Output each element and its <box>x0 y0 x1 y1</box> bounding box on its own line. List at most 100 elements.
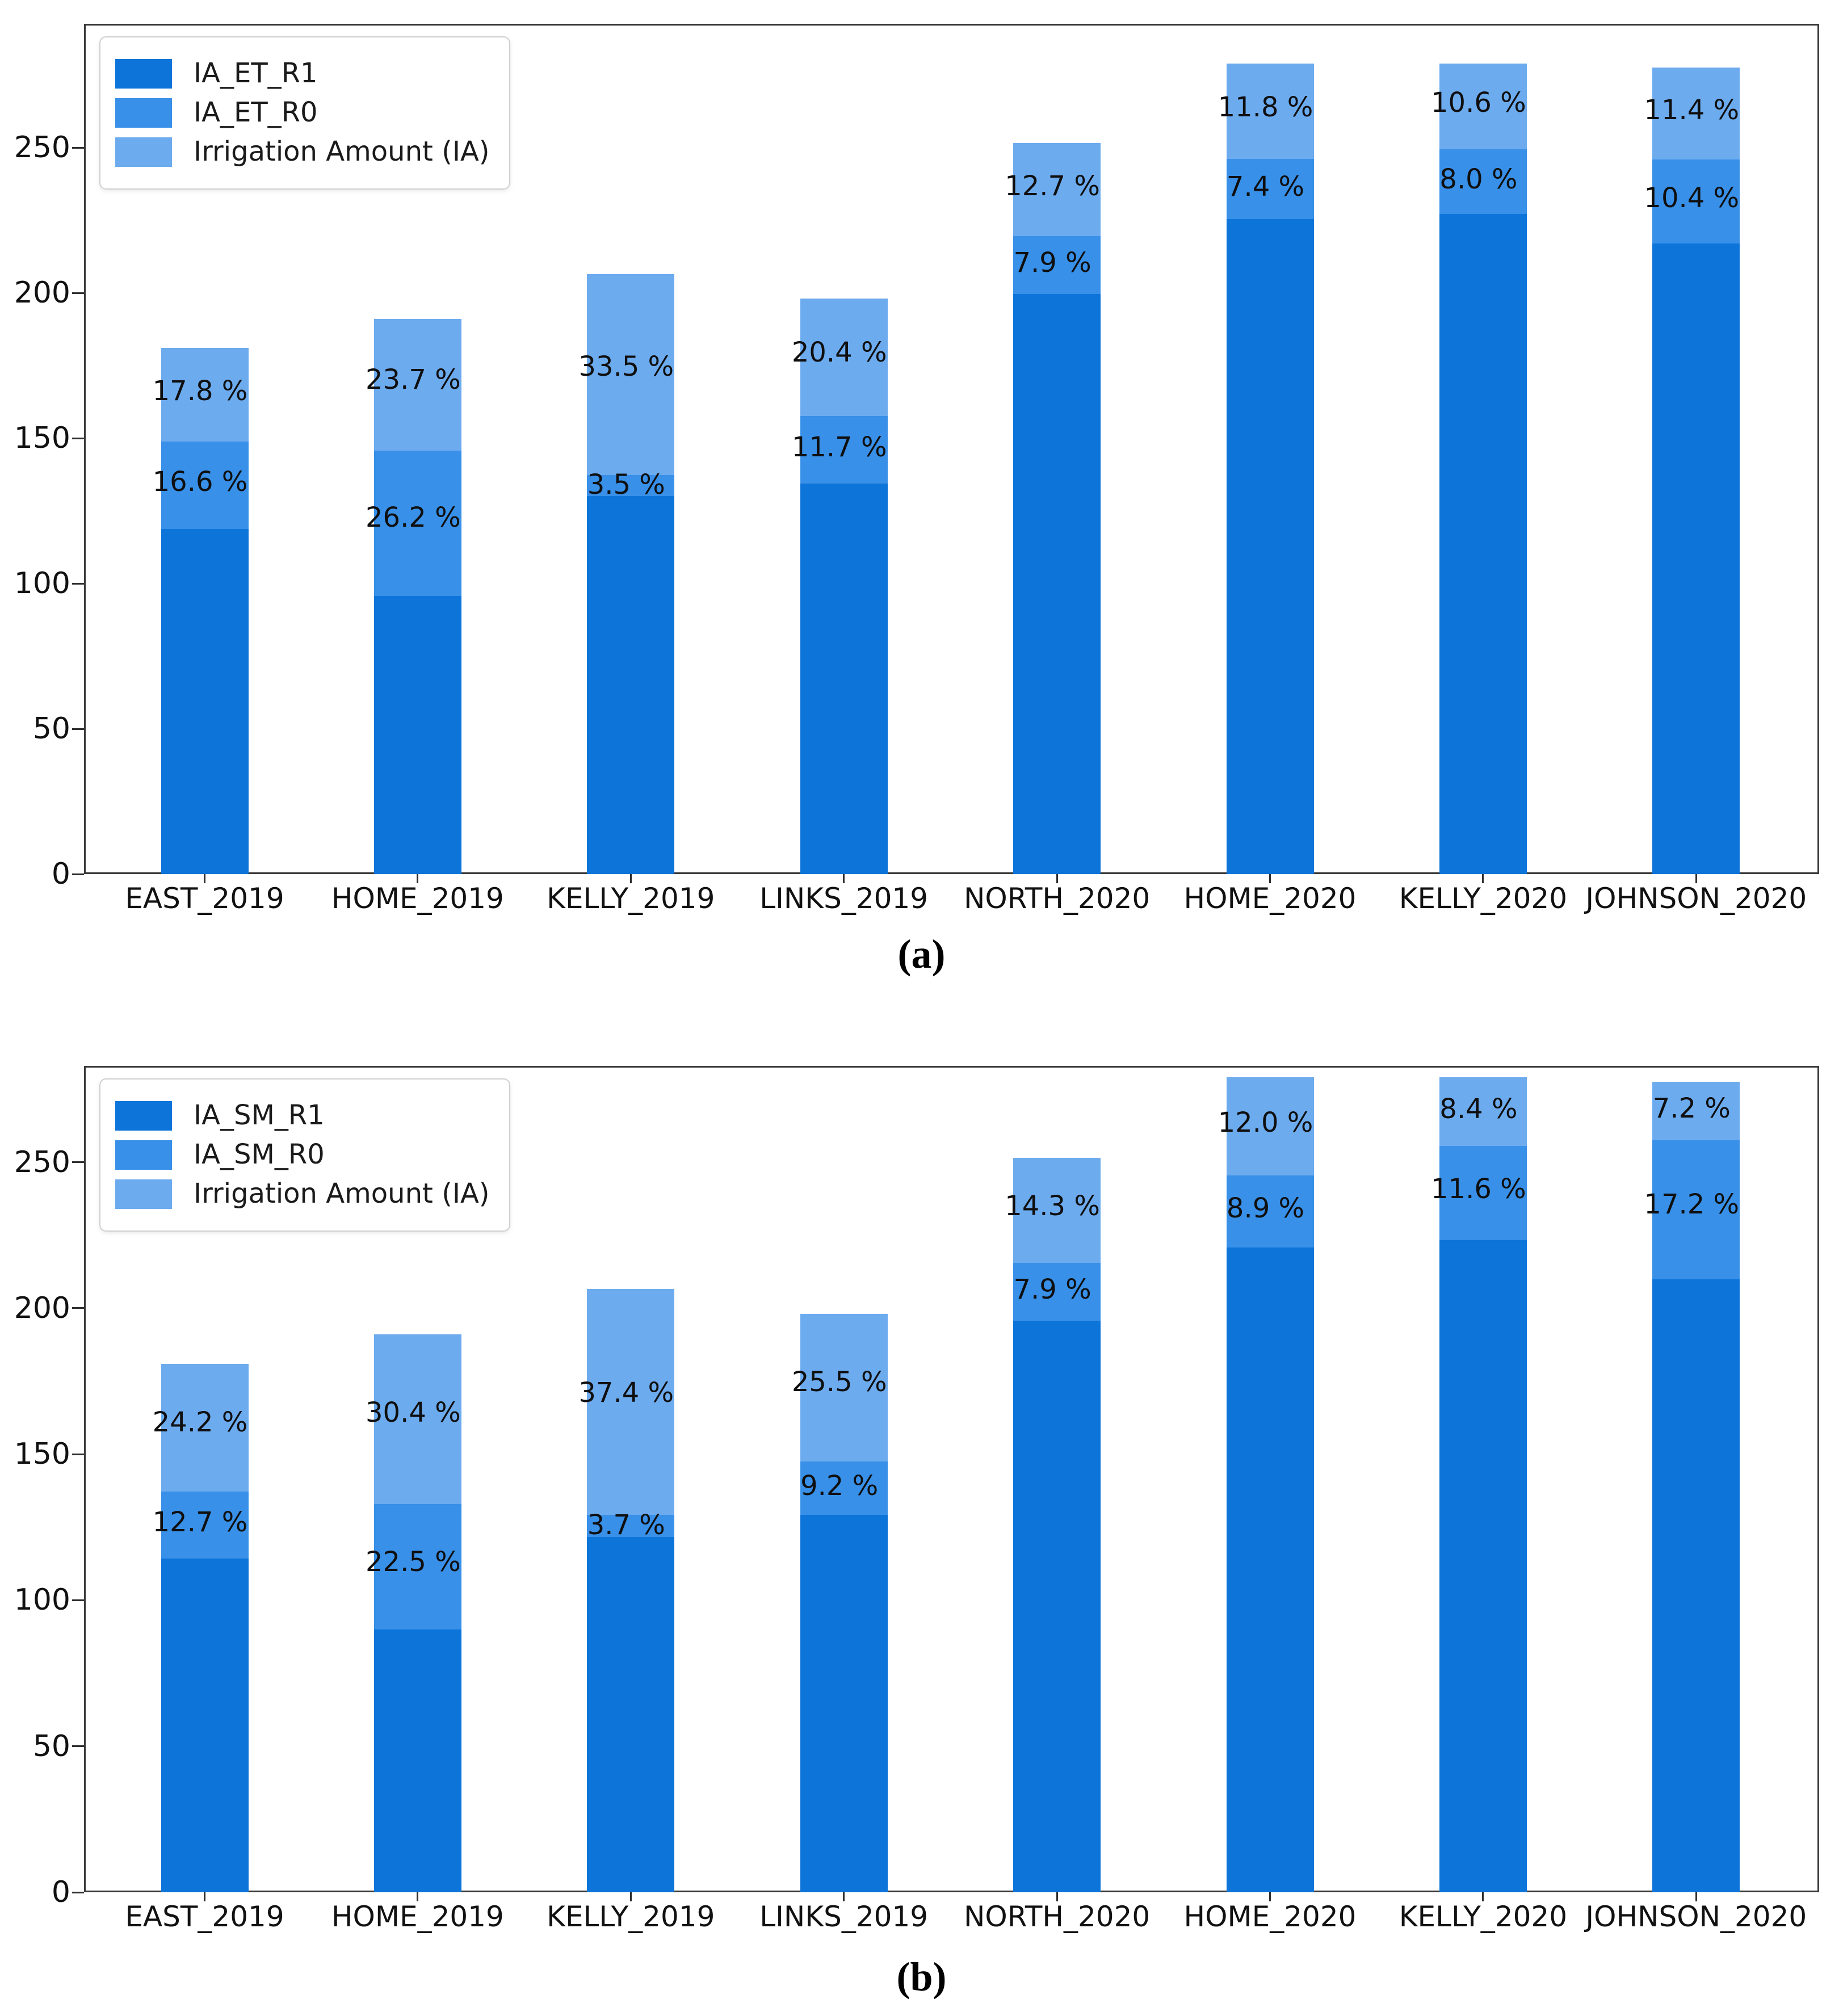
pct-label-mid-segment: 11.6 % <box>1431 1173 1526 1206</box>
chart-a-legend: IA_ET_R1 IA_ET_R0 Irrigation Amount (IA) <box>99 36 510 190</box>
bar-segment-irrigation-amount <box>1652 68 1740 160</box>
pct-label-mid-segment: 16.6 % <box>152 466 248 498</box>
bar-segment-r1 <box>1439 1240 1527 1892</box>
legend-item: IA_ET_R0 <box>115 96 490 129</box>
bar-segment-irrigation-amount <box>1013 143 1101 236</box>
y-tick-mark <box>72 437 84 439</box>
pct-label-mid-segment: 3.5 % <box>587 468 665 501</box>
x-tick-label: NORTH_2020 <box>963 882 1151 915</box>
y-tick-label: 0 <box>51 857 70 891</box>
bar-segment-irrigation-amount <box>800 299 888 417</box>
bar-segment-r1 <box>1439 214 1527 874</box>
pct-label-mid-segment: 10.4 % <box>1644 182 1740 215</box>
y-tick-label: 0 <box>51 1875 70 1909</box>
bar-segment-r1 <box>373 596 461 874</box>
x-tick-mark <box>1056 1892 1058 1901</box>
bar-segment-r0 <box>1226 159 1314 219</box>
x-tick-label: HOME_2019 <box>331 1900 504 1933</box>
pct-label-top-segment: 20.4 % <box>791 337 887 369</box>
bar-segment-r0 <box>1439 1145 1527 1241</box>
pct-label-top-segment: 7.2 % <box>1652 1093 1731 1125</box>
y-tick-label: 150 <box>14 421 70 455</box>
pct-label-mid-segment: 7.4 % <box>1226 170 1305 203</box>
chart-b-legend: IA_SM_R1 IA_SM_R0 Irrigation Amount (IA) <box>99 1078 510 1232</box>
bar-segment-r1 <box>161 1559 249 1892</box>
bar-segment-r1 <box>800 1514 888 1892</box>
x-tick-label: HOME_2020 <box>1183 1900 1357 1933</box>
pct-label-top-segment: 33.5 % <box>578 350 674 383</box>
bar-segment-irrigation-amount <box>161 348 249 442</box>
y-tick-mark <box>72 1307 84 1309</box>
bar-segment-r1 <box>1652 243 1740 874</box>
pct-label-mid-segment: 3.7 % <box>587 1509 665 1541</box>
legend-swatch-dark-blue-icon <box>115 58 172 89</box>
bar-segment-irrigation-amount <box>800 1314 888 1461</box>
x-tick-mark <box>629 1892 632 1901</box>
x-tick-label: HOME_2020 <box>1183 882 1357 915</box>
bar-segment-r1 <box>1013 1321 1101 1892</box>
bar-segment-r0 <box>587 1514 675 1538</box>
legend-item: Irrigation Amount (IA) <box>115 136 490 167</box>
x-tick-mark <box>843 874 845 883</box>
x-tick-mark <box>1056 874 1058 883</box>
pct-label-top-segment: 10.6 % <box>1431 87 1526 119</box>
pct-label-mid-segment: 17.2 % <box>1644 1188 1740 1220</box>
x-tick-label: KELLY_2020 <box>1399 1900 1568 1933</box>
pct-label-top-segment: 11.8 % <box>1218 91 1313 124</box>
x-tick-mark <box>1695 874 1697 883</box>
x-tick-mark <box>843 1892 845 1901</box>
pct-label-top-segment: 24.2 % <box>152 1406 248 1439</box>
legend-item: IA_SM_R1 <box>115 1099 490 1131</box>
x-tick-label: EAST_2019 <box>125 882 284 915</box>
pct-label-mid-segment: 26.2 % <box>366 501 461 534</box>
bar-segment-r0 <box>1013 236 1101 294</box>
x-tick-label: NORTH_2020 <box>963 1900 1151 1933</box>
bar-segment-r0 <box>800 1461 888 1515</box>
legend-swatch-medium-blue-icon <box>115 1140 172 1170</box>
bar-segment-r1 <box>373 1629 461 1892</box>
y-tick-label: 50 <box>32 1729 70 1763</box>
y-tick-mark <box>72 1599 84 1601</box>
bar-segment-r1 <box>1652 1279 1740 1892</box>
bar-segment-irrigation-amount <box>1226 1077 1314 1175</box>
y-tick-mark <box>72 292 84 294</box>
legend-label: IA_ET_R1 <box>194 57 318 89</box>
legend-label: Irrigation Amount (IA) <box>194 136 490 168</box>
y-tick-label: 200 <box>14 276 70 310</box>
bar-segment-irrigation-amount <box>373 319 461 451</box>
y-tick-mark <box>72 728 84 730</box>
legend-label: IA_ET_R0 <box>194 96 318 129</box>
bar-segment-r1 <box>587 495 675 874</box>
bar-segment-r1 <box>800 483 888 874</box>
pct-label-mid-segment: 11.7 % <box>791 431 887 463</box>
x-tick-mark <box>417 874 419 883</box>
bar-segment-irrigation-amount <box>1013 1157 1101 1263</box>
y-tick-mark <box>72 1745 84 1748</box>
y-tick-mark <box>72 1161 84 1163</box>
y-tick-mark <box>72 1891 84 1893</box>
y-tick-label: 250 <box>14 131 70 165</box>
x-tick-label: JOHNSON_2020 <box>1585 1900 1807 1933</box>
y-tick-mark <box>72 1453 84 1455</box>
y-tick-label: 50 <box>32 712 70 746</box>
bar-segment-r1 <box>1226 219 1314 874</box>
caption-a: (a) <box>897 931 946 977</box>
bar-segment-r0 <box>161 442 249 530</box>
bar-segment-r0 <box>1652 1140 1740 1280</box>
x-tick-mark <box>1482 874 1484 883</box>
pct-label-mid-segment: 8.0 % <box>1439 163 1518 195</box>
pct-label-mid-segment: 12.7 % <box>152 1506 248 1539</box>
bar-segment-irrigation-amount <box>1439 63 1527 149</box>
pct-label-top-segment: 12.0 % <box>1218 1106 1313 1139</box>
pct-label-top-segment: 23.7 % <box>366 363 461 396</box>
bar-segment-irrigation-amount <box>1226 63 1314 159</box>
y-tick-label: 100 <box>14 1583 70 1618</box>
legend-label: Irrigation Amount (IA) <box>194 1178 490 1210</box>
bar-segment-r1 <box>161 529 249 874</box>
bar-segment-r1 <box>1013 293 1101 874</box>
x-tick-label: KELLY_2019 <box>547 1900 715 1933</box>
caption-b: (b) <box>896 1954 947 2000</box>
x-tick-mark <box>1269 874 1271 883</box>
pct-label-top-segment: 14.3 % <box>1005 1190 1100 1222</box>
pct-label-top-segment: 25.5 % <box>791 1366 887 1398</box>
